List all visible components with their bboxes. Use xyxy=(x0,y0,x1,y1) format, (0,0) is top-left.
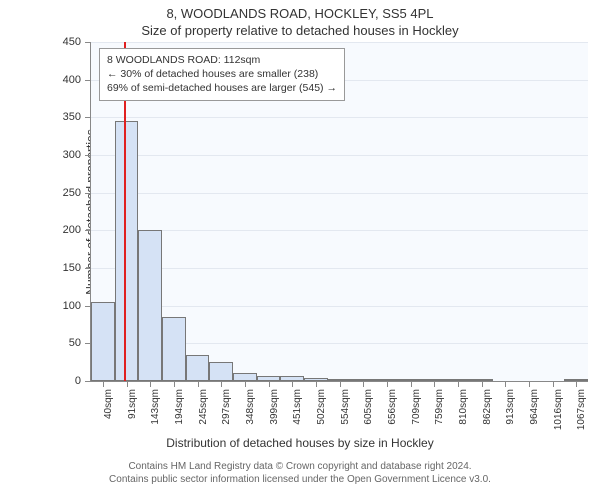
histogram-bar xyxy=(115,121,139,381)
y-tick-label: 200 xyxy=(63,224,81,236)
y-tick-label: 350 xyxy=(63,111,81,123)
x-tick-label: 399sqm xyxy=(269,389,280,425)
x-tick-label: 502sqm xyxy=(316,389,327,425)
x-tick xyxy=(198,381,199,387)
y-tick xyxy=(85,193,91,194)
y-tick-label: 150 xyxy=(63,262,81,274)
y-tick xyxy=(85,381,91,382)
x-tick xyxy=(269,381,270,387)
x-tick-label: 656sqm xyxy=(387,389,398,425)
x-tick-label: 810sqm xyxy=(458,389,469,425)
x-tick-label: 91sqm xyxy=(127,389,138,419)
footer: Contains HM Land Registry data © Crown c… xyxy=(0,460,600,486)
histogram-bar xyxy=(91,302,115,381)
gridline xyxy=(91,155,588,156)
x-tick-label: 297sqm xyxy=(221,389,232,425)
x-tick xyxy=(103,381,104,387)
x-tick xyxy=(505,381,506,387)
gridline xyxy=(91,117,588,118)
x-tick-label: 554sqm xyxy=(340,389,351,425)
x-tick xyxy=(174,381,175,387)
x-tick-label: 40sqm xyxy=(103,389,114,419)
footer-line2: Contains public sector information licen… xyxy=(0,473,600,486)
x-tick xyxy=(363,381,364,387)
y-tick-label: 400 xyxy=(63,74,81,86)
x-tick xyxy=(411,381,412,387)
x-tick-label: 964sqm xyxy=(529,389,540,425)
x-tick-label: 1067sqm xyxy=(576,389,587,430)
footer-line1: Contains HM Land Registry data © Crown c… xyxy=(0,460,600,473)
x-axis-label: Distribution of detached houses by size … xyxy=(0,436,600,450)
y-tick-label: 50 xyxy=(69,337,81,349)
x-tick-label: 245sqm xyxy=(198,389,209,425)
page-title-line1: 8, WOODLANDS ROAD, HOCKLEY, SS5 4PL xyxy=(0,6,600,21)
y-tick-label: 300 xyxy=(63,149,81,161)
y-tick xyxy=(85,155,91,156)
x-tick-label: 862sqm xyxy=(482,389,493,425)
x-tick xyxy=(340,381,341,387)
x-tick xyxy=(221,381,222,387)
gridline xyxy=(91,268,588,269)
x-tick-label: 348sqm xyxy=(245,389,256,425)
x-tick-label: 451sqm xyxy=(292,389,303,425)
x-tick xyxy=(458,381,459,387)
x-tick xyxy=(482,381,483,387)
histogram-bar xyxy=(138,230,162,381)
y-tick xyxy=(85,268,91,269)
x-tick-label: 1016sqm xyxy=(553,389,564,430)
x-tick xyxy=(245,381,246,387)
x-tick xyxy=(576,381,577,387)
x-tick xyxy=(387,381,388,387)
annotation-line: 8 WOODLANDS ROAD: 112sqm xyxy=(107,53,337,67)
y-tick-label: 250 xyxy=(63,187,81,199)
histogram-bar xyxy=(186,355,210,381)
page-title-line2: Size of property relative to detached ho… xyxy=(0,23,600,38)
y-tick xyxy=(85,80,91,81)
y-tick xyxy=(85,230,91,231)
x-tick-label: 605sqm xyxy=(363,389,374,425)
x-tick-label: 759sqm xyxy=(434,389,445,425)
histogram-bar xyxy=(209,362,233,381)
x-tick-label: 194sqm xyxy=(174,389,185,425)
annotation-line: 69% of semi-detached houses are larger (… xyxy=(107,81,337,95)
annotation-line: ← 30% of detached houses are smaller (23… xyxy=(107,67,337,81)
x-tick-label: 709sqm xyxy=(411,389,422,425)
gridline xyxy=(91,230,588,231)
y-tick-label: 100 xyxy=(63,300,81,312)
y-tick-label: 0 xyxy=(75,375,81,387)
x-tick xyxy=(292,381,293,387)
gridline xyxy=(91,193,588,194)
x-tick xyxy=(316,381,317,387)
plot-area: 05010015020025030035040045040sqm91sqm143… xyxy=(90,42,588,382)
x-tick xyxy=(127,381,128,387)
histogram-bar xyxy=(162,317,186,381)
y-tick xyxy=(85,42,91,43)
chart-container: Number of detached properties 0501001502… xyxy=(60,42,588,382)
y-tick-label: 450 xyxy=(63,36,81,48)
x-tick xyxy=(529,381,530,387)
annotation-box: 8 WOODLANDS ROAD: 112sqm← 30% of detache… xyxy=(99,48,345,101)
x-tick xyxy=(553,381,554,387)
gridline xyxy=(91,42,588,43)
x-tick-label: 143sqm xyxy=(150,389,161,425)
x-tick xyxy=(434,381,435,387)
x-tick-label: 913sqm xyxy=(505,389,516,425)
gridline xyxy=(91,306,588,307)
x-tick xyxy=(150,381,151,387)
y-tick xyxy=(85,117,91,118)
histogram-bar xyxy=(233,373,257,381)
